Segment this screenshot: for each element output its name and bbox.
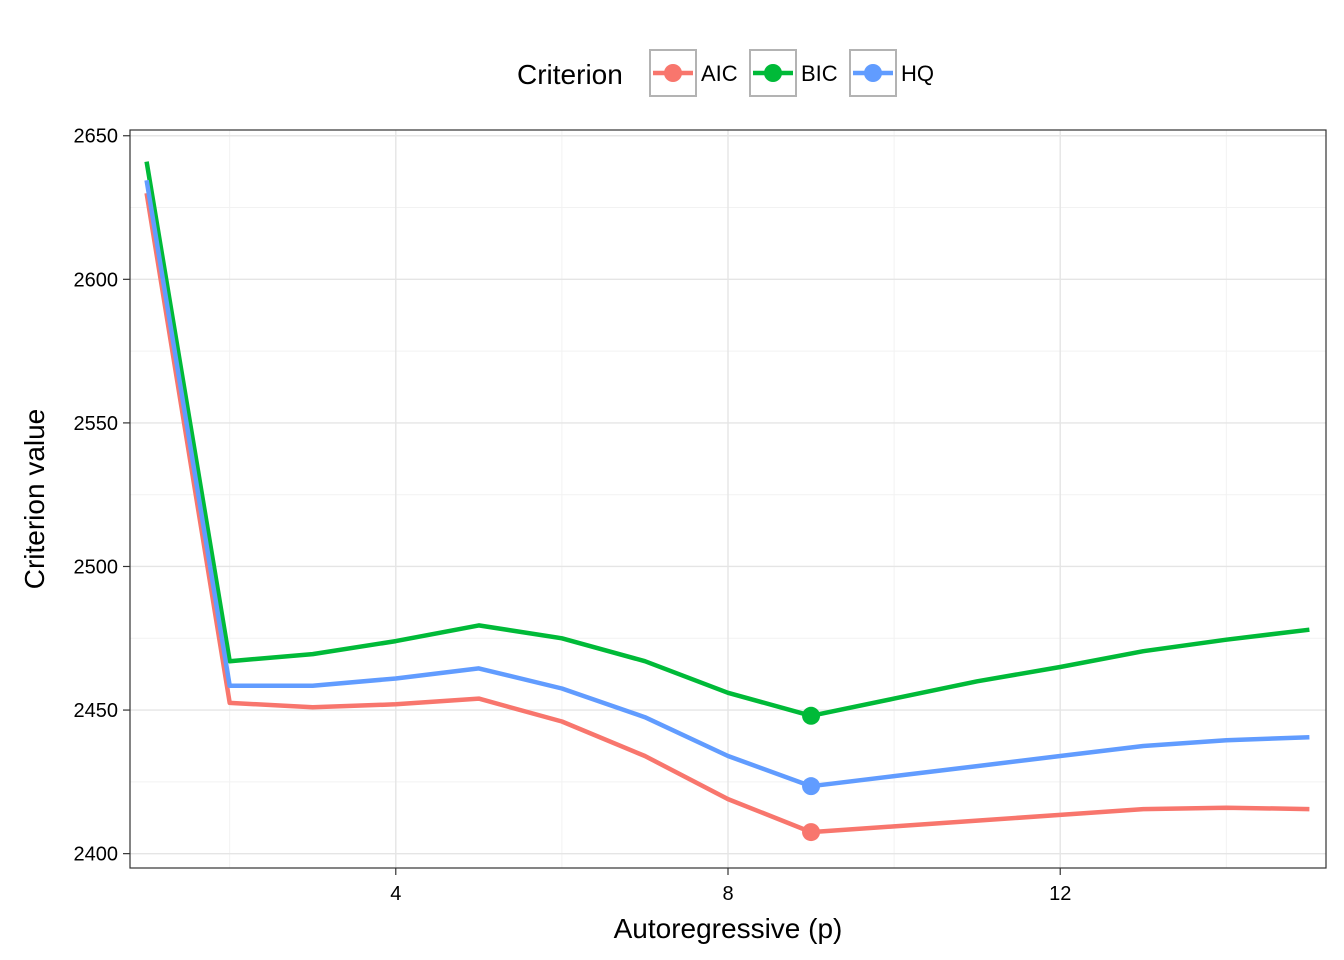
x-tick-label: 8 xyxy=(722,883,733,905)
legend-label: BIC xyxy=(801,61,838,86)
plot-panel xyxy=(129,129,1327,869)
major-gridlines xyxy=(130,130,1326,868)
y-tick-label: 2450 xyxy=(74,700,119,722)
legend-label: AIC xyxy=(701,61,738,86)
min-point-bic xyxy=(802,706,821,725)
legend: Criterion AIC BIC HQ xyxy=(517,49,934,97)
legend-key-point xyxy=(664,64,682,82)
x-axis: 4 8 12 xyxy=(390,868,1071,905)
x-tick-label: 4 xyxy=(390,883,401,905)
y-axis-title: Criterion value xyxy=(19,409,50,590)
legend-title: Criterion xyxy=(517,59,623,90)
series-line-hq xyxy=(144,179,1310,789)
legend-key-point xyxy=(764,64,782,82)
y-tick-label: 2650 xyxy=(74,126,119,148)
legend-item-aic: AIC xyxy=(649,49,738,97)
x-axis-title: Autoregressive (p) xyxy=(614,913,843,944)
series-line-aic xyxy=(144,192,1310,835)
y-tick-label: 2400 xyxy=(74,844,119,866)
series-line-bic xyxy=(144,161,1310,719)
legend-item-bic: BIC xyxy=(749,49,838,97)
y-tick-label: 2600 xyxy=(74,269,119,291)
series-lines xyxy=(144,161,1310,835)
legend-label: HQ xyxy=(901,61,934,86)
min-point-hq xyxy=(802,777,821,796)
legend-key-point xyxy=(864,64,882,82)
y-tick-label: 2500 xyxy=(74,556,119,578)
y-tick-label: 2550 xyxy=(74,413,119,435)
x-tick-label: 12 xyxy=(1049,883,1071,905)
minimum-points xyxy=(802,706,821,842)
min-point-aic xyxy=(802,823,821,842)
y-axis: 2400 2450 2500 2550 2600 2650 xyxy=(74,126,130,866)
legend-item-hq: HQ xyxy=(849,49,934,97)
